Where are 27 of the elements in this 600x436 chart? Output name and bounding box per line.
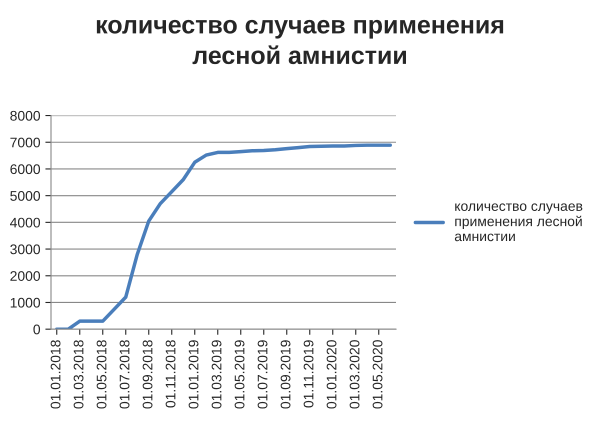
y-tick-label: 0 [33,324,40,334]
x-tick-label: 01.07.2019 [258,340,268,409]
x-tick-label: 01.07.2018 [120,340,130,409]
y-tick-label: 7000 [10,138,40,148]
x-tick-label: 01.03.2020 [350,340,360,409]
x-tick-label: 01.03.2019 [212,340,222,409]
y-tick-label: 4000 [10,218,40,228]
x-tick-label: 01.05.2018 [96,340,106,409]
x-tick-label: 01.05.2020 [372,340,382,409]
legend-label: количество случаев применения лесной амнистии [454,203,582,242]
y-tick-label: 2000 [10,271,40,281]
x-tick-label: 01.01.2019 [188,340,198,409]
line-series [55,143,392,330]
y-tick-label: 1000 [10,298,40,308]
x-tick-label: 01.11.2018 [166,340,176,408]
y-tick-label: 5000 [10,190,40,201]
x-tick-label: 01.01.2018 [50,340,60,409]
x-tick-label: 01.05.2019 [234,340,244,409]
x-tick-label: 01.01.2020 [326,340,336,409]
y-tick-label: 3000 [10,244,40,254]
x-tick-label: 01.03.2018 [74,340,84,409]
x-tick-label: 01.11.2019 [304,340,314,408]
y-tick-label: 6000 [10,164,40,174]
x-tick-label: 01.09.2018 [142,340,152,409]
chart-title: количество случаев применения лесной амнистии [96,20,504,64]
x-tick-label: 01.09.2019 [280,340,290,409]
y-tick-label: 8000 [10,110,40,121]
